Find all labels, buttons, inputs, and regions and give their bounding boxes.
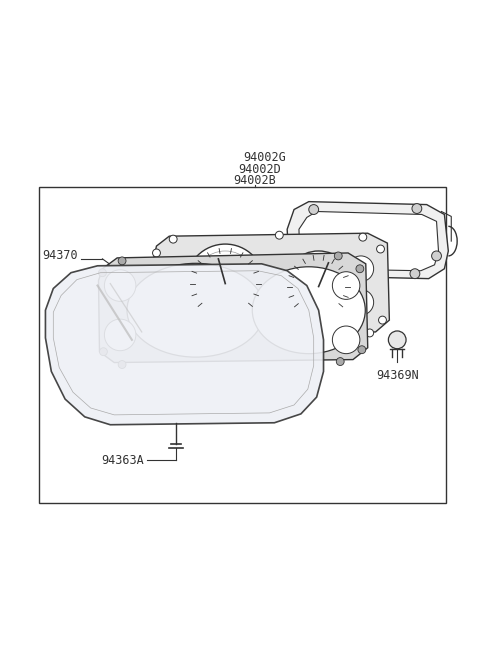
Circle shape [335,252,342,260]
Circle shape [379,316,386,324]
Circle shape [348,256,373,282]
Circle shape [359,233,367,241]
Circle shape [221,280,229,288]
Text: 94002D: 94002D [238,162,281,176]
Circle shape [265,258,270,263]
Circle shape [295,278,300,283]
Circle shape [295,258,300,263]
Circle shape [276,231,283,239]
Text: 94002B: 94002B [233,174,276,187]
Text: 94002G: 94002G [243,151,286,164]
Circle shape [99,348,108,356]
Text: 94363A: 94363A [101,454,144,467]
Text: 94370: 94370 [42,250,78,263]
Circle shape [169,235,177,243]
Circle shape [283,251,354,322]
Ellipse shape [252,267,365,354]
Circle shape [186,244,264,323]
Circle shape [332,326,360,354]
Circle shape [275,278,280,283]
Circle shape [377,245,384,253]
Circle shape [168,333,175,341]
Text: 94369N: 94369N [376,369,419,383]
Circle shape [290,258,347,315]
Circle shape [366,329,373,337]
Circle shape [348,290,373,315]
Polygon shape [46,264,324,424]
Circle shape [388,331,406,348]
Circle shape [104,270,136,301]
Circle shape [265,269,270,273]
Circle shape [336,358,344,365]
Circle shape [275,269,280,273]
Circle shape [285,278,289,283]
Ellipse shape [127,263,264,357]
Polygon shape [299,212,439,271]
Circle shape [410,269,420,278]
Circle shape [309,204,319,214]
Polygon shape [98,253,368,363]
Circle shape [412,204,422,214]
Circle shape [275,258,280,263]
Circle shape [432,251,442,261]
Polygon shape [287,202,448,278]
Polygon shape [154,233,389,335]
Bar [38,187,446,503]
Circle shape [315,282,323,290]
Bar [263,256,304,293]
Circle shape [118,360,126,369]
Circle shape [98,269,107,276]
Circle shape [287,244,297,254]
Circle shape [153,249,160,257]
Circle shape [356,265,364,272]
Circle shape [307,267,317,276]
Circle shape [193,251,258,316]
Circle shape [154,322,161,330]
Circle shape [274,332,281,340]
Circle shape [295,269,300,273]
Circle shape [265,278,270,283]
Circle shape [104,319,136,350]
Circle shape [332,272,360,299]
Circle shape [285,258,289,263]
Circle shape [160,270,188,297]
Circle shape [285,269,289,273]
Circle shape [358,346,366,354]
Circle shape [118,257,126,265]
